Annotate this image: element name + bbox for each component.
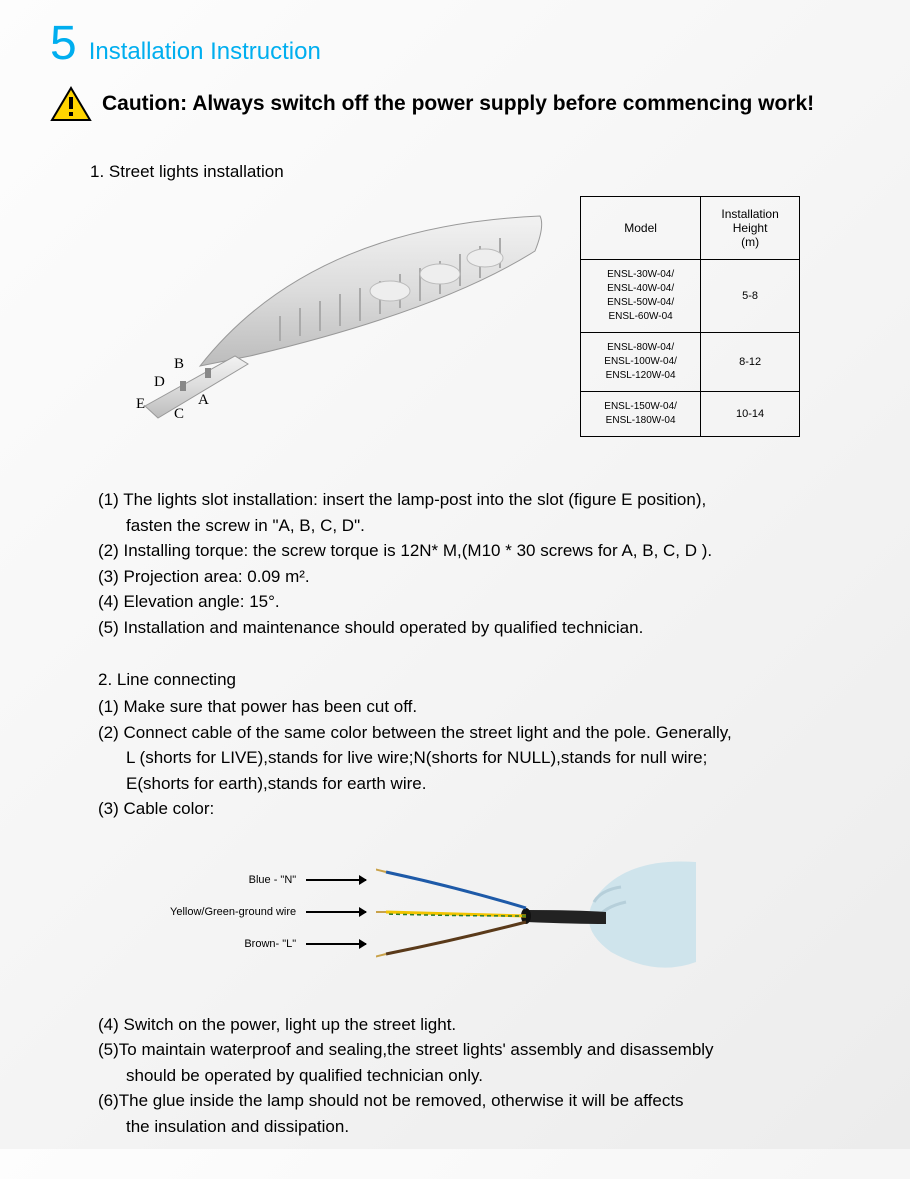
td-height: 8-12 [701, 333, 800, 392]
caution-text: Caution: Always switch off the power sup… [102, 92, 814, 116]
fig-label-D: D [154, 374, 165, 391]
step-text: E(shorts for earth),stands for earth wir… [98, 771, 860, 797]
step-text: L (shorts for LIVE),stands for live wire… [98, 745, 860, 771]
table-row: ENSL-30W-04/ ENSL-40W-04/ ENSL-50W-04/ E… [581, 260, 800, 333]
step-text: fasten the screw in "A, B, C, D". [98, 513, 860, 539]
th-model: Model [581, 197, 701, 260]
td-models: ENSL-150W-04/ ENSL-180W-04 [581, 392, 701, 437]
fig-label-E: E [136, 396, 145, 413]
step-text: (4) Switch on the power, light up the st… [98, 1012, 860, 1038]
step-text: (2) Installing torque: the screw torque … [98, 538, 860, 564]
section-number: 5 [50, 20, 77, 68]
td-models: ENSL-80W-04/ ENSL-100W-04/ ENSL-120W-04 [581, 333, 701, 392]
page: 5 Installation Instruction Caution: Alwa… [0, 0, 910, 1179]
step-text: the insulation and dissipation. [98, 1114, 860, 1140]
step-text: (4) Elevation angle: 15°. [98, 589, 860, 615]
th-height: Installation Height (m) [701, 197, 800, 260]
wire-labels: Blue - "N" Yellow/Green-ground wire Brow… [170, 874, 366, 950]
caution-row: Caution: Always switch off the power sup… [50, 86, 860, 122]
td-models: ENSL-30W-04/ ENSL-40W-04/ ENSL-50W-04/ E… [581, 260, 701, 333]
figure-row: B D A C E Model Installation Height (m) … [130, 196, 860, 437]
td-height: 10-14 [701, 392, 800, 437]
table-row: ENSL-150W-04/ ENSL-180W-04 10-14 [581, 392, 800, 437]
step-text: (6)The glue inside the lamp should not b… [98, 1088, 860, 1114]
table-row: ENSL-80W-04/ ENSL-100W-04/ ENSL-120W-04 … [581, 333, 800, 392]
step-text: (1) The lights slot installation: insert… [98, 487, 860, 513]
subtitle-2: 2. Line connecting [98, 670, 860, 690]
instructions-block-1: (1) The lights slot installation: insert… [98, 487, 860, 640]
wire-section: Blue - "N" Yellow/Green-ground wire Brow… [170, 842, 860, 982]
step-text: (2) Connect cable of the same color betw… [98, 720, 860, 746]
fig-label-C: C [174, 406, 184, 423]
height-table: Model Installation Height (m) ENSL-30W-0… [580, 196, 800, 437]
streetlight-figure: B D A C E [130, 196, 550, 426]
arrow-icon [306, 911, 366, 913]
subtitle-1: 1. Street lights installation [90, 162, 860, 182]
warning-icon [50, 86, 92, 122]
step-text: (5) Installation and maintenance should … [98, 615, 860, 641]
wire-photo [376, 842, 696, 982]
wire-label-yg: Yellow/Green-ground wire [170, 906, 296, 918]
step-text: (3) Projection area: 0.09 m². [98, 564, 860, 590]
instructions-block-2b: (4) Switch on the power, light up the st… [98, 1012, 860, 1140]
fig-label-A: A [198, 392, 209, 409]
step-text: (5)To maintain waterproof and sealing,th… [98, 1037, 860, 1063]
arrow-icon [306, 943, 366, 945]
step-text: (3) Cable color: [98, 796, 860, 822]
step-text: should be operated by qualified technici… [98, 1063, 860, 1089]
fig-label-B: B [174, 356, 184, 373]
wire-label-brown: Brown- "L" [244, 938, 296, 950]
section-title: Installation Instruction [89, 38, 321, 66]
instructions-block-2a: (1) Make sure that power has been cut of… [98, 694, 860, 822]
section-header: 5 Installation Instruction [50, 20, 860, 68]
step-text: (1) Make sure that power has been cut of… [98, 694, 860, 720]
arrow-icon [306, 879, 366, 881]
td-height: 5-8 [701, 260, 800, 333]
wire-label-blue: Blue - "N" [249, 874, 297, 886]
